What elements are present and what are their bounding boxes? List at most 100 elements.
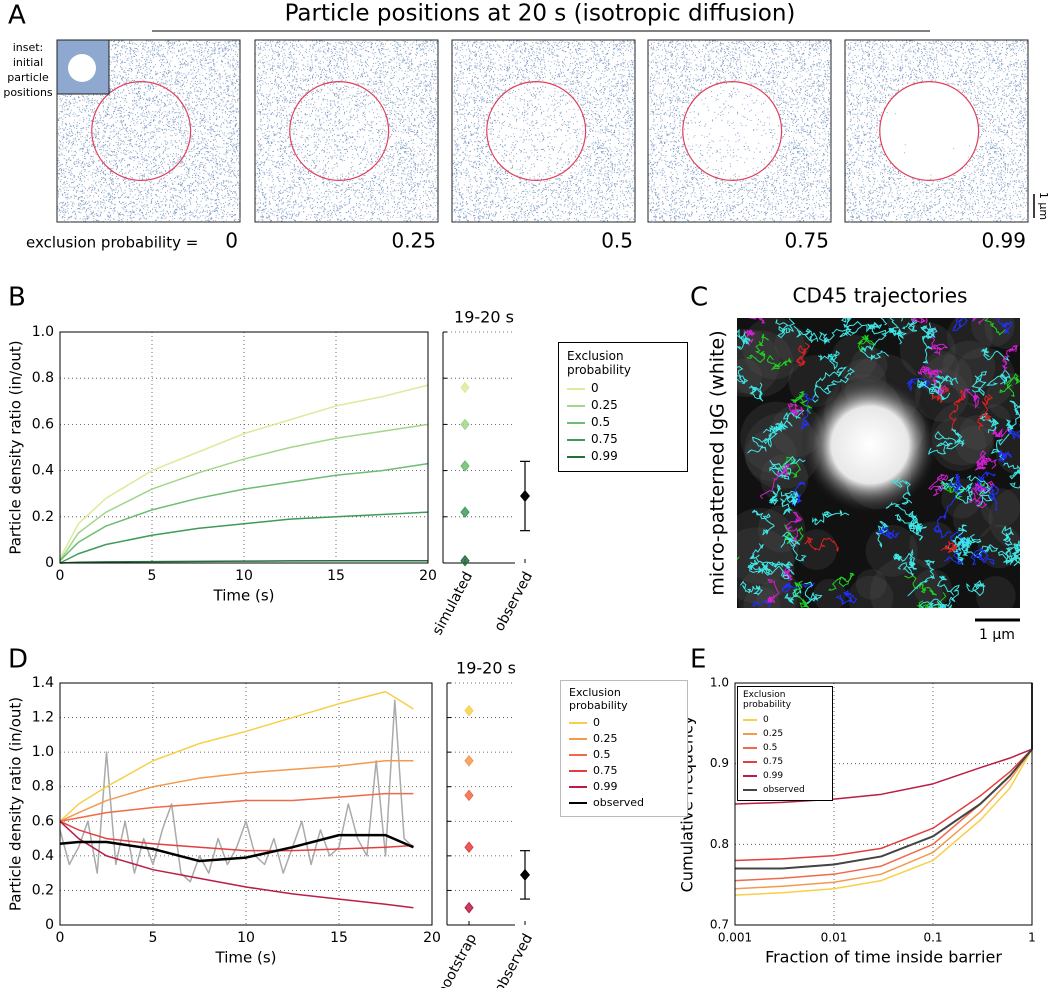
panel-a-title: Particle positions at 20 s (isotropic di… <box>285 1 796 27</box>
trajectory <box>976 449 997 470</box>
legend-label: 0.25 <box>593 732 618 745</box>
trajectory <box>958 537 972 554</box>
particles <box>255 40 439 223</box>
legend-swatch <box>743 747 757 749</box>
trajectory <box>800 393 814 430</box>
legend-label: 0.25 <box>763 729 784 739</box>
exclusion-value: 0.25 <box>391 229 436 253</box>
x-axis-label: Time (s) <box>213 587 275 605</box>
legend-entry: 0.25 <box>567 397 679 414</box>
haze <box>855 569 887 600</box>
diamond <box>464 901 474 914</box>
haze <box>980 488 1020 528</box>
trajectory <box>784 582 802 605</box>
trajectory <box>751 509 775 536</box>
x-tick-label: observed <box>491 569 536 634</box>
panel-letter: B <box>8 283 26 313</box>
legend-swatch <box>569 754 587 756</box>
haze <box>909 521 957 570</box>
trajectory <box>908 510 920 531</box>
trajectory <box>815 367 855 395</box>
legend-swatch <box>567 404 585 407</box>
panel-c-title: CD45 trajectories <box>793 284 968 308</box>
haze <box>913 568 952 607</box>
panel-letter: C <box>690 283 708 313</box>
legend-title: Exclusion probability <box>743 690 792 710</box>
trajectory <box>1013 540 1020 564</box>
trajectory <box>867 321 897 337</box>
legend-label: 0.5 <box>763 743 778 753</box>
trajectory <box>766 354 792 371</box>
trajectory <box>932 496 958 539</box>
trajectory <box>1006 544 1020 565</box>
legend-swatch <box>743 761 757 763</box>
trajectory <box>976 484 1000 512</box>
x-tick-label: 0.001 <box>718 931 752 945</box>
legend-swatch <box>569 722 587 724</box>
diamond <box>460 554 470 567</box>
trajectory <box>746 333 769 363</box>
legend-entry: 0.25 <box>569 731 679 747</box>
legend-entry: 0.5 <box>743 741 827 755</box>
legend-label: 0 <box>593 716 600 729</box>
legend-entry: observed <box>569 795 679 811</box>
y-tick-label: 0.8 <box>32 779 54 795</box>
trajectory <box>894 514 919 534</box>
barrier <box>486 80 587 182</box>
barrier <box>91 80 192 182</box>
series-line <box>734 683 1033 896</box>
trajectory <box>747 434 772 454</box>
trajectory <box>835 589 858 606</box>
trajectory <box>818 350 840 370</box>
trajectory <box>880 318 900 333</box>
x-tick-label: 15 <box>330 930 348 946</box>
trajectory <box>997 449 1012 466</box>
legend-label: 0.99 <box>763 771 784 781</box>
trajectory <box>845 321 879 337</box>
x-axis-label: Fraction of time inside barrier <box>765 948 1002 967</box>
haze <box>831 334 878 381</box>
series-line <box>59 462 429 562</box>
trajectory <box>904 575 937 596</box>
trajectory <box>758 560 790 580</box>
x-tick-label: 0 <box>56 568 65 584</box>
trajectory <box>910 318 928 324</box>
scale-label: 1 μm <box>979 627 1015 643</box>
y-tick-label: 0.8 <box>710 837 729 851</box>
haze <box>737 330 794 397</box>
legend-swatch <box>569 786 587 788</box>
trajectory <box>965 579 986 597</box>
exclusion-prefix: exclusion probability = <box>26 234 198 252</box>
trajectory <box>907 559 935 597</box>
diamond <box>464 841 474 854</box>
sim-box <box>844 39 1029 223</box>
trajectory <box>999 373 1020 397</box>
barrier <box>289 80 390 182</box>
series-line <box>59 820 414 909</box>
panel-letter: D <box>8 645 28 675</box>
legend-entry: 0.99 <box>569 779 679 795</box>
trajectory <box>928 473 949 496</box>
y-tick-label: 0.8 <box>32 370 54 386</box>
trajectory <box>780 409 805 429</box>
x-tick-label: bootstrap <box>434 931 480 988</box>
trajectory <box>962 543 999 558</box>
legend-label: observed <box>593 796 644 809</box>
trajectory <box>1009 482 1020 489</box>
particles <box>648 40 832 223</box>
particles <box>845 40 1029 223</box>
trajectory <box>875 520 889 548</box>
trajectory <box>952 318 968 332</box>
legend-entry: 0.99 <box>743 769 827 783</box>
legend-label: 0.75 <box>593 764 618 777</box>
haze <box>848 575 894 608</box>
legend-entry: 0.75 <box>567 431 679 448</box>
trajectory <box>775 318 796 339</box>
trajectory <box>768 484 781 506</box>
y-tick-label: 1.0 <box>32 744 54 760</box>
diamond <box>460 506 470 518</box>
panel-letter: A <box>8 1 26 31</box>
legend-entry: 0.5 <box>569 747 679 763</box>
trajectory <box>780 531 807 562</box>
